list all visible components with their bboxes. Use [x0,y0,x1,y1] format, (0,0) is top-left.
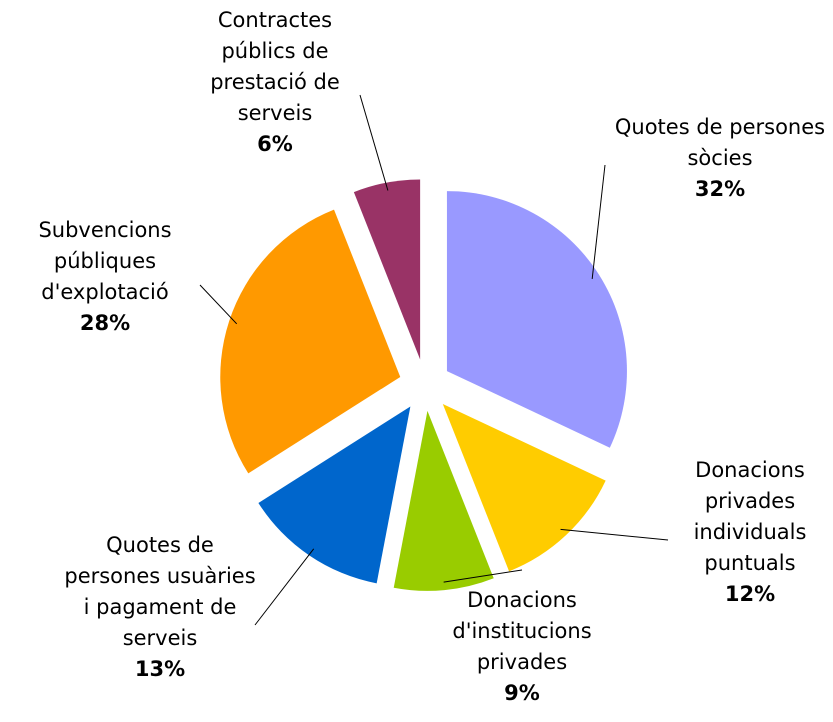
category-label: Donacions d'institucions privades [452,588,592,674]
value-label: 32% [694,177,746,201]
slice-label: Quotes de persones sòcies 32% [605,112,833,205]
leader-line [254,548,315,626]
value-label: 6% [257,132,293,156]
value-label: 12% [724,582,776,606]
value-label: 9% [504,681,540,705]
leader-line [199,284,238,325]
slice-label: Quotes de persones usuàries i pagament d… [60,530,260,685]
category-label: Contractes públics de prestació de serve… [210,8,340,125]
slice-label: Contractes públics de prestació de serve… [185,5,365,160]
category-label: Subvencions públiques d'explotació [38,218,172,304]
slice-label: Donacions d'institucions privades 9% [412,585,632,709]
leader-line [359,94,389,191]
pie-slice [393,410,494,591]
category-label: Donacions privades individuals puntuals [693,458,807,575]
leader-line [591,164,606,279]
value-label: 28% [79,311,131,335]
pie-slice [220,209,401,474]
value-label: 13% [134,657,186,681]
leader-line [560,528,669,541]
pie-slice [446,191,627,448]
slice-label: Donacions privades individuals puntuals 1… [665,455,833,610]
category-label: Quotes de persones sòcies [614,115,826,170]
slice-label: Subvencions públiques d'explotació 28% [0,215,210,339]
pie-slice [258,406,411,584]
category-label: Quotes de persones usuàries i pagament d… [64,533,256,650]
pie-slice [353,179,421,360]
leader-line [443,569,523,583]
